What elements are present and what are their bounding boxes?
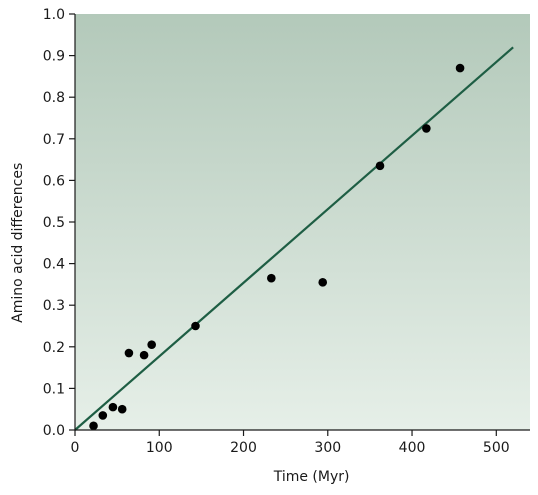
data-point: [375, 161, 385, 171]
y-tick-label: 0.6: [43, 173, 65, 189]
data-point: [117, 404, 127, 414]
x-tick-label: 0: [71, 440, 80, 456]
y-tick-label: 0.2: [43, 340, 65, 356]
data-point: [124, 348, 134, 358]
data-point: [422, 124, 431, 133]
y-tick-label: 0.1: [43, 381, 65, 397]
y-tick-label: 0.8: [43, 90, 65, 106]
data-point: [108, 402, 118, 412]
data-point: [191, 321, 200, 331]
data-point: [98, 411, 108, 420]
chart-axes: 0.0 0.1 0.2 0.3 0.4 0.5 0.6 0.7 0.8 0.9 1.0 0 100 200…: [43, 7, 530, 456]
y-tick-label: 0.7: [43, 132, 65, 148]
regression-line: [74, 46, 514, 431]
data-point: [318, 278, 328, 287]
data-point: [455, 63, 465, 73]
x-tick-label: 400: [399, 440, 426, 456]
x-tick-label: 100: [146, 440, 173, 456]
y-tick-label: 0.9: [43, 49, 65, 65]
y-tick-label: 0.3: [43, 298, 65, 314]
y-axis-title: Amino acid differences: [10, 163, 26, 323]
y-tick-label: 0.5: [43, 215, 65, 231]
x-tick-label: 500: [483, 440, 510, 456]
y-tick-label: 0.4: [43, 257, 65, 273]
chart-marks: [74, 46, 514, 431]
x-tick-label: 200: [230, 440, 257, 456]
y-tick-label: 1.0: [43, 7, 65, 23]
data-point: [147, 340, 156, 350]
plot-background: [75, 14, 530, 430]
y-tick-label: 0.0: [43, 423, 65, 439]
data-point: [139, 350, 149, 360]
data-point: [89, 421, 98, 431]
x-axis-title: Time (Myr): [273, 469, 350, 485]
x-tick-label: 300: [314, 440, 341, 456]
data-point: [267, 273, 276, 283]
